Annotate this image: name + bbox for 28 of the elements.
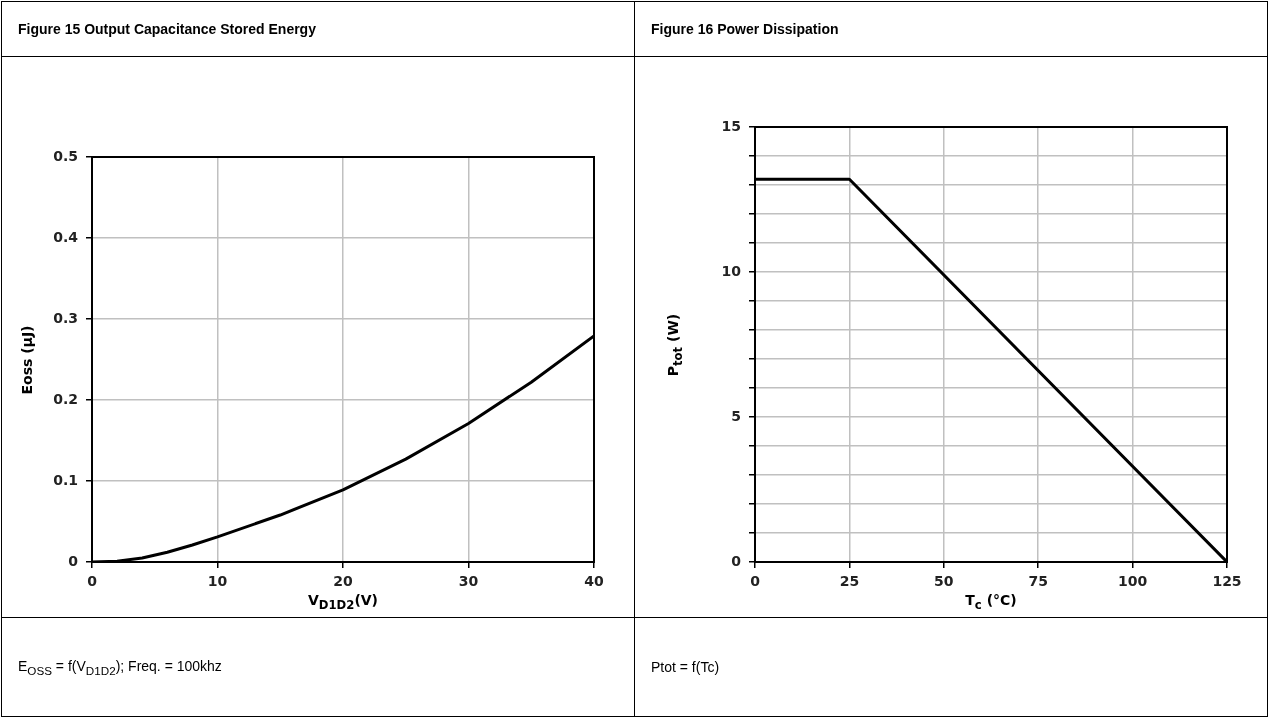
y-tick-label: 0.3	[53, 309, 78, 326]
x-tick-label: 0	[87, 573, 98, 590]
y-tick-label: 0.5	[53, 147, 78, 164]
y-axis-title: Eoss (μJ)	[19, 324, 35, 395]
x-tick-label: 30	[458, 573, 479, 590]
x-axis-title: V$_{D1D2}$(V)	[307, 592, 379, 612]
chart-title: Figure 16 Power Dissipation	[634, 1, 1268, 57]
y-tick-label: 15	[721, 117, 741, 134]
text: Ptot = f(Tc)	[634, 617, 1268, 717]
x-tick-label: 125	[1212, 573, 1242, 590]
x-tick-label: 75	[1028, 573, 1048, 590]
y-tick-label: 10	[721, 262, 742, 279]
x-tick-label: 10	[207, 573, 228, 590]
text: E$_{OSS}$ = f(V$_{D1D2}$); Freq. = 100khz	[1, 617, 635, 717]
y-tick-label: 0.4	[53, 228, 79, 245]
x-tick-label: 25	[839, 573, 860, 590]
x-axis-title: T$_{c}$ (°C)	[965, 592, 1017, 612]
y-tick-label: 0.1	[53, 471, 78, 488]
y-tick-label: 5	[731, 407, 741, 424]
y-tick-label: 0.2	[53, 390, 78, 407]
x-tick-label: 40	[584, 573, 604, 590]
x-tick-label: 100	[1117, 573, 1148, 590]
chart-title: Figure 15 Output Capacitance Stored Energy	[1, 1, 635, 57]
y-tick-label: 0	[68, 552, 79, 569]
x-tick-label: 20	[333, 573, 353, 590]
x-tick-label: 50	[934, 573, 954, 590]
x-tick-label: 0	[750, 573, 761, 590]
y-tick-label: 0	[731, 552, 742, 569]
